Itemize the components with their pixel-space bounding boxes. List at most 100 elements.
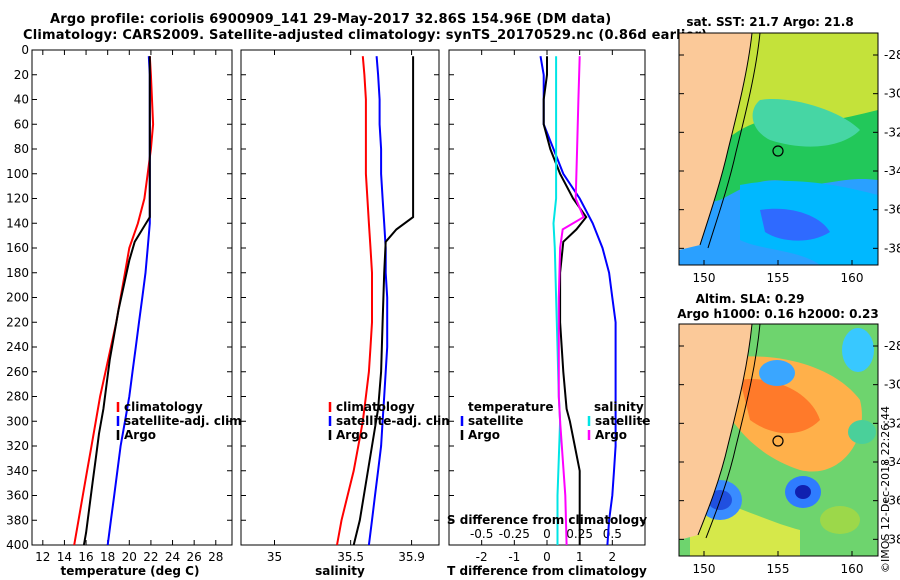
x-tick-label: 1: [576, 550, 584, 564]
map-y-tick-label: -30: [884, 87, 900, 101]
difference-axes-frame: [448, 49, 646, 546]
t-legend-satellite: satellite-adj. clim.: [124, 414, 246, 428]
y-tick-label: 160: [6, 241, 29, 255]
map-x-tick-label: 155: [767, 271, 790, 285]
x2-tick-label: -0.5: [470, 527, 493, 541]
map-x-tick-label: 150: [693, 271, 716, 285]
t-legend-argo: Argo: [124, 428, 156, 442]
d-legend-temperature-title: temperature: [468, 400, 553, 414]
y-tick-label: 400: [6, 538, 29, 552]
map-y-tick-label: -36: [884, 203, 900, 217]
map-y-tick-label: -32: [884, 125, 900, 139]
temperature-difference-legend: temperature satellite Argo: [460, 400, 553, 442]
x-tick-label: 35.5: [337, 550, 364, 564]
imos-timestamp: ©IMOS 12-Dec-2018 22:26:44: [879, 406, 892, 573]
y-tick-label: 80: [14, 142, 29, 156]
x-tick-label: 0: [543, 550, 551, 564]
sla-map-title-1: Altim. SLA: 0.29: [696, 292, 805, 306]
x-tick-label: 24: [165, 550, 180, 564]
map-y-tick-label: -28: [884, 48, 900, 62]
x-tick-label: 2: [609, 550, 617, 564]
figure-title-line-2: Climatology: CARS2009. Satellite-adjuste…: [23, 28, 708, 43]
map-x-tick-label: 160: [841, 271, 864, 285]
map-y-tick-label: -34: [884, 455, 900, 469]
y-tick-label: 20: [14, 68, 29, 82]
s-legend-climatology: climatology: [336, 400, 415, 414]
y-tick-label: 200: [6, 291, 29, 305]
y-tick-label: 120: [6, 192, 29, 206]
sla-map-title-2: Argo h1000: 0.16 h2000: 0.23: [677, 307, 878, 321]
y-tick-label: 360: [6, 489, 29, 503]
x-tick-label: 16: [78, 550, 93, 564]
map-x-tick-label: 160: [841, 562, 864, 576]
y-tick-label: 380: [6, 513, 29, 527]
s-legend-argo: Argo: [336, 428, 368, 442]
map-x-tick-label: 150: [693, 562, 716, 576]
salinity-xlabel: salinity: [315, 564, 365, 578]
series-climatology: [336, 56, 373, 546]
temperature-xlabel: temperature (deg C): [61, 564, 200, 578]
x-tick-label: 35: [267, 550, 282, 564]
y-tick-label: 260: [6, 365, 29, 379]
y-tick-label: 0: [21, 43, 29, 57]
x-tick-label: 18: [100, 550, 115, 564]
y-tick-label: 240: [6, 340, 29, 354]
series-temperature-satellite: [539, 56, 617, 546]
x2-tick-label: 0.5: [603, 527, 622, 541]
x-tick-label: -2: [476, 550, 488, 564]
series-temperature-argo: [542, 56, 588, 545]
map-y-tick-label: -36: [884, 494, 900, 508]
y-tick-label: 140: [6, 216, 29, 230]
map-y-tick-label: -34: [884, 164, 900, 178]
x-tick-label: 26: [187, 550, 202, 564]
map-y-tick-label: -32: [884, 416, 900, 430]
y-tick-label: 220: [6, 315, 29, 329]
d-legend-t-argo: Argo: [468, 428, 500, 442]
temperature-panel: 0 20 40 60 80 100 120 140 160 180 200 220 240 260 280 3…: [6, 43, 246, 578]
y-tick-label: 340: [6, 464, 29, 478]
x-tick-label: 28: [208, 550, 223, 564]
series-salinity-argo: [557, 56, 585, 546]
x-tick-label: 12: [35, 550, 50, 564]
x2-tick-label: 0: [543, 527, 551, 541]
series-argo: [82, 56, 151, 546]
series-satellite-adj-clim-: [367, 56, 389, 546]
difference-panel: -2 -1 0 1 2-0.5 -0.25 0 0.25 0.5 T difference fr…: [447, 49, 650, 578]
y-tick-label: 180: [6, 266, 29, 280]
y-tick-label: 320: [6, 439, 29, 453]
x-tick-label: 22: [143, 550, 158, 564]
figure-title-line-1: Argo profile: coriolis 6900909_141 29-Ma…: [50, 12, 612, 27]
map-x-tick-label: 155: [767, 562, 790, 576]
salinity-difference-legend: salinity satellite Argo: [587, 400, 650, 442]
y-tick-label: 300: [6, 414, 29, 428]
temperature-legend: climatology satellite-adj. clim. Argo: [116, 400, 246, 442]
x-tick-label: 14: [57, 550, 72, 564]
salinity-panel: 35 35.5 35.9 salinity climatology satellit…: [240, 49, 458, 578]
map-y-tick-label: -38: [884, 532, 900, 546]
sla-map: Altim. SLA: 0.29 Argo h1000: 0.16 h2000:…: [677, 292, 900, 576]
map-y-tick-label: -30: [884, 378, 900, 392]
x-tick-label: 35.9: [398, 550, 425, 564]
x-tick-label: 20: [122, 550, 137, 564]
x-tick-label: -1: [508, 550, 520, 564]
d-legend-t-satellite: satellite: [468, 414, 523, 428]
y-tick-label: 60: [14, 117, 29, 131]
map-y-tick-label: -38: [884, 241, 900, 255]
y-tick-label: 40: [14, 93, 29, 107]
salinity-axes-frame: [240, 49, 440, 546]
s-difference-xlabel: S difference from climatology: [447, 513, 647, 527]
y-tick-label: 100: [6, 167, 29, 181]
d-legend-s-argo: Argo: [595, 428, 627, 442]
d-legend-s-satellite: satellite: [595, 414, 650, 428]
map-y-tick-label: -28: [884, 339, 900, 353]
t-legend-climatology: climatology: [124, 400, 203, 414]
sst-map-title: sat. SST: 21.7 Argo: 21.8: [686, 15, 853, 29]
sst-map: sat. SST: 21.7 Argo: 21.8 -28 -30 -32 -34 -3…: [678, 15, 900, 285]
d-legend-salinity-title: salinity: [594, 400, 644, 414]
series-salinity-satellite: [552, 56, 562, 545]
x2-tick-label: -0.25: [499, 527, 530, 541]
salinity-legend: climatology satellite-adj. clim. Argo: [328, 400, 458, 442]
temperature-axes-frame: [31, 49, 233, 546]
y-tick-label: 280: [6, 390, 29, 404]
